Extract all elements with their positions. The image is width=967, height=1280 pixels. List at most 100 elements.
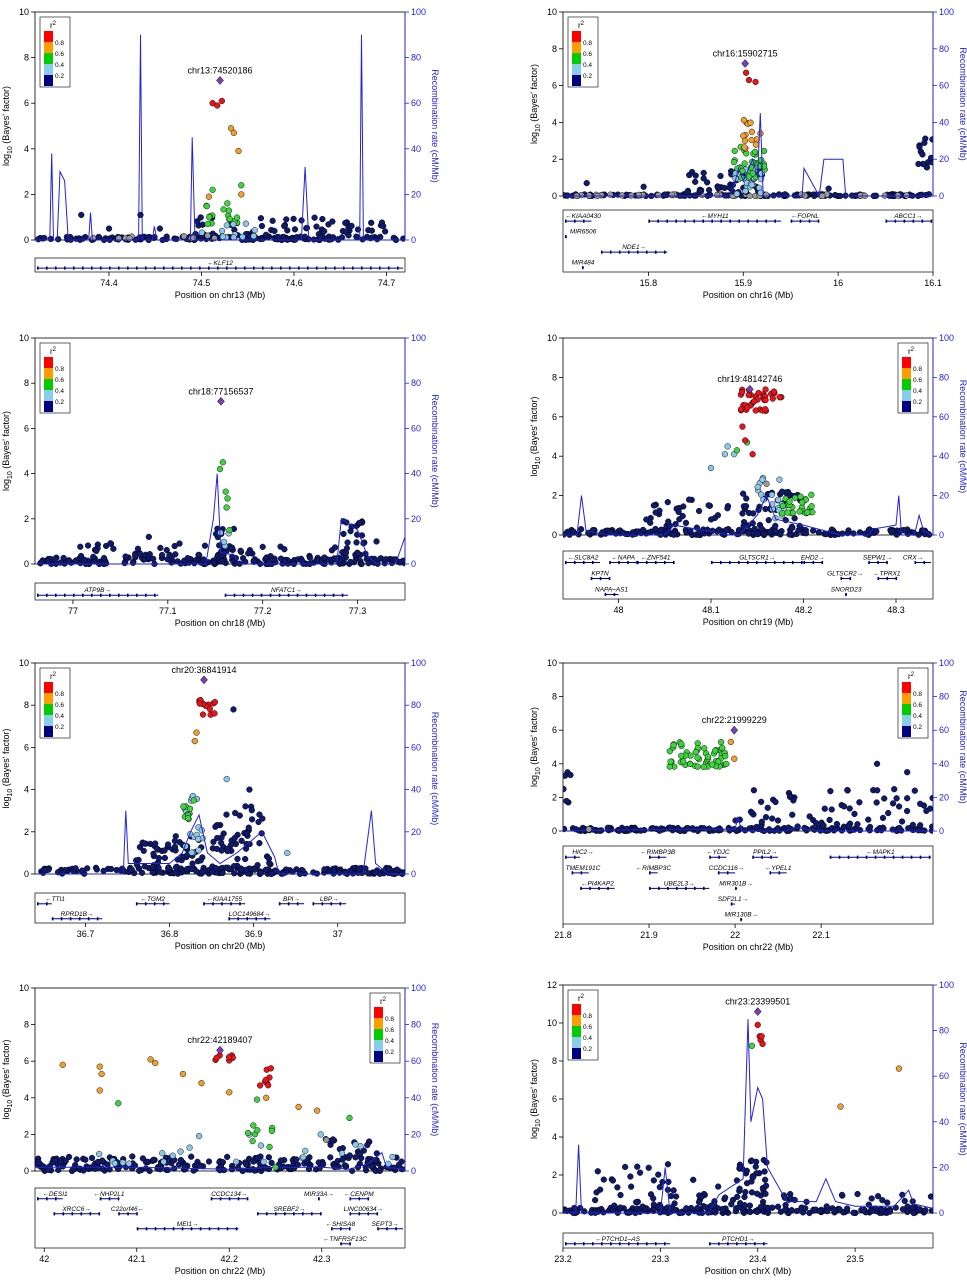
snp-point xyxy=(314,1107,321,1114)
snp-point xyxy=(761,1168,768,1175)
gene-exon xyxy=(801,560,803,565)
snp-point xyxy=(748,1157,755,1164)
snp-point xyxy=(724,505,731,512)
legend-swatch xyxy=(44,693,53,704)
gene-track-frame xyxy=(562,550,934,600)
gene-exon xyxy=(87,917,90,921)
legend-title: r2 xyxy=(50,21,57,30)
snp-point xyxy=(885,809,892,817)
snp-point xyxy=(904,795,911,802)
gene-label: HIC2→ xyxy=(572,849,593,856)
snp-point xyxy=(749,520,756,527)
gene-exon xyxy=(868,560,870,565)
snp-point xyxy=(758,818,765,825)
snp-point xyxy=(275,234,282,241)
snp-point xyxy=(157,544,164,552)
snp-point xyxy=(223,811,230,818)
gene-exon xyxy=(71,1212,74,1216)
gene-exon xyxy=(266,1212,268,1216)
gene-exon xyxy=(627,560,629,565)
y-tick-label: 8 xyxy=(24,378,29,388)
snp-point xyxy=(84,865,91,872)
snp-point xyxy=(823,1203,830,1210)
gene-label: CCDC116→ xyxy=(709,865,745,872)
snp-point xyxy=(749,170,756,177)
snp-point xyxy=(878,1206,886,1214)
snp-point xyxy=(741,144,748,151)
gene-exon xyxy=(673,560,675,565)
snp-point xyxy=(743,495,750,502)
gene-exon xyxy=(82,266,84,270)
legend-swatch xyxy=(374,1007,383,1018)
snp-point xyxy=(604,824,611,832)
snp-point xyxy=(633,1199,640,1206)
snp-point xyxy=(372,869,379,876)
snp-point xyxy=(251,866,258,873)
gene-track-frame xyxy=(562,1232,934,1249)
snp-point xyxy=(754,1208,761,1216)
snp-point xyxy=(166,551,173,558)
snp-point xyxy=(707,516,715,523)
snp-point xyxy=(242,558,249,565)
legend-level-label: 0.6 xyxy=(385,1027,394,1034)
gene-exon xyxy=(98,1212,101,1216)
snp-point xyxy=(146,551,153,558)
gene-exon xyxy=(892,855,895,859)
x-tick-label: 16.1 xyxy=(924,278,942,288)
y-tick-label: 4 xyxy=(552,759,557,769)
gene-exon xyxy=(736,1242,738,1246)
gene-exon xyxy=(702,219,704,223)
legend-swatch xyxy=(572,53,581,64)
gene-exon xyxy=(752,855,754,859)
snp-point xyxy=(670,531,677,538)
snp-point xyxy=(722,753,729,760)
gene-label: ←SHISA8 xyxy=(325,1221,355,1228)
x-tick-label: 48.3 xyxy=(887,605,905,615)
snp-point xyxy=(295,1103,302,1111)
snp-point xyxy=(685,825,692,832)
snp-point xyxy=(224,1153,231,1161)
snp-point xyxy=(796,508,803,515)
snp-point xyxy=(242,1161,250,1168)
snp-point xyxy=(65,1153,73,1161)
gene-exon xyxy=(46,902,48,906)
gene-exon xyxy=(658,855,660,859)
snp-point xyxy=(206,705,214,713)
snp-point xyxy=(705,186,713,194)
snp-point xyxy=(759,1040,766,1048)
snp-point xyxy=(156,225,164,232)
legend-level-label: 0.6 xyxy=(583,1024,592,1031)
x-axis-label: Position on chr20 (Mb) xyxy=(175,941,266,951)
snp-point xyxy=(77,543,84,550)
plot-area xyxy=(563,69,933,200)
snp-point xyxy=(670,742,677,749)
plot-area xyxy=(563,738,933,835)
gene-exon xyxy=(923,560,926,565)
gene-exon xyxy=(199,1227,202,1231)
snp-point xyxy=(697,188,704,195)
gene-exon xyxy=(654,250,657,254)
snp-point xyxy=(742,503,750,510)
snp-point xyxy=(236,812,243,819)
gene-exon xyxy=(330,902,333,906)
snp-point xyxy=(782,1201,789,1209)
legend-level-label: 0.8 xyxy=(55,691,64,698)
snp-point xyxy=(161,847,168,854)
snp-point xyxy=(239,1167,247,1174)
snp-point xyxy=(381,228,389,235)
legend-title: r2 xyxy=(50,672,57,681)
gene-exon xyxy=(928,855,931,859)
snp-point xyxy=(139,1155,147,1162)
snp-point xyxy=(879,814,887,822)
gene-exon xyxy=(154,593,156,597)
snp-point xyxy=(223,504,230,511)
gene-label: ←ZNF541 xyxy=(641,555,671,562)
snp-point xyxy=(778,488,786,495)
legend-level-label: 0.8 xyxy=(583,40,592,47)
x-axis-label: Position on chr13 (Mb) xyxy=(175,290,266,300)
snp-point xyxy=(158,551,166,559)
snp-point xyxy=(739,423,746,430)
snp-point xyxy=(736,1164,743,1171)
gene-exon xyxy=(37,593,39,597)
x-tick-label: 48 xyxy=(613,605,623,615)
